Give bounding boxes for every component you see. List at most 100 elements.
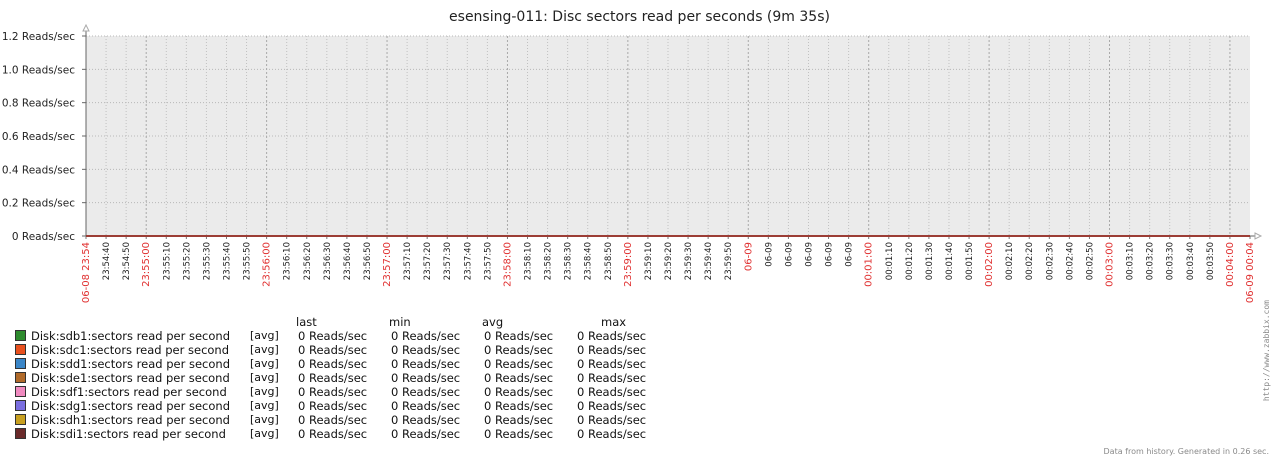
x-tick-label: 00:01:10: [885, 242, 895, 280]
y-tick-label: 0.4 Reads/sec: [2, 164, 75, 176]
y-tick-label: 0 Reads/sec: [12, 231, 75, 243]
x-tick-label: 00:01:20: [905, 242, 915, 280]
legend-last: 0 Reads/sec: [298, 371, 368, 385]
y-tick-label: 1.2 Reads/sec: [2, 31, 75, 43]
legend-series-name: Disk:sdf1:sectors read per second: [31, 385, 227, 399]
legend-max: 0 Reads/sec: [577, 371, 647, 385]
x-tick-label: 23:54:40: [102, 242, 112, 280]
x-tick-label: 00:01:30: [925, 242, 935, 280]
x-tick-label: 00:03:40: [1186, 242, 1196, 280]
x-tick-label: 23:55:10: [162, 242, 172, 280]
x-tick-label: 06-09: [743, 242, 754, 271]
legend-function: [avg]: [250, 357, 279, 370]
legend-series-name: Disk:sdi1:sectors read per second: [31, 427, 226, 441]
legend-function: [avg]: [250, 413, 279, 426]
x-tick-label: 00:01:40: [945, 242, 955, 280]
legend-swatch: [15, 344, 26, 355]
x-tick-label: 00:03:00: [1105, 242, 1116, 287]
x-tick-label: 23:59:20: [664, 242, 674, 280]
x-tick-label: 06-09 00:04: [1245, 242, 1256, 303]
legend-min: 0 Reads/sec: [391, 385, 461, 399]
x-tick-label: 23:59:30: [684, 242, 694, 280]
x-tick-label: 00:02:00: [984, 242, 995, 287]
x-tick-label: 23:56:30: [323, 242, 333, 280]
legend-max: 0 Reads/sec: [577, 357, 647, 371]
x-tick-label: 23:57:20: [423, 242, 433, 280]
legend-last: 0 Reads/sec: [298, 329, 368, 343]
legend-swatch: [15, 386, 26, 397]
legend-series-name: Disk:sdd1:sectors read per second: [31, 357, 230, 371]
zabbix-credit: http://www.zabbix.com: [1262, 300, 1271, 402]
legend-max: 0 Reads/sec: [577, 385, 647, 399]
x-tick-label: 23:56:10: [283, 242, 293, 280]
legend-min: 0 Reads/sec: [391, 357, 461, 371]
x-tick-label: 23:58:50: [604, 242, 614, 280]
legend-function: [avg]: [250, 427, 279, 440]
legend-series-name: Disk:sdc1:sectors read per second: [31, 343, 230, 357]
x-tick-label: 00:04:00: [1225, 242, 1236, 287]
x-tick-label: 23:57:50: [483, 242, 493, 280]
legend-header-max: max: [601, 315, 627, 329]
x-tick-label: 06-09: [804, 242, 814, 267]
legend-series-name: Disk:sdh1:sectors read per second: [31, 413, 230, 427]
legend-avg: 0 Reads/sec: [484, 357, 554, 371]
legend-last: 0 Reads/sec: [298, 385, 368, 399]
x-tick-label: 23:55:50: [243, 242, 253, 280]
x-tick-label: 23:56:20: [303, 242, 313, 280]
legend-last: 0 Reads/sec: [298, 357, 368, 371]
x-tick-label: 23:58:30: [564, 242, 574, 280]
x-tick-label: 23:57:00: [382, 242, 393, 287]
legend-last: 0 Reads/sec: [298, 413, 368, 427]
legend-max: 0 Reads/sec: [577, 413, 647, 427]
legend-min: 0 Reads/sec: [391, 413, 461, 427]
legend-function: [avg]: [250, 329, 279, 342]
legend-swatch: [15, 428, 26, 439]
x-tick-label: 06-09: [764, 242, 774, 267]
legend-avg: 0 Reads/sec: [484, 385, 554, 399]
y-tick-label: 0.6 Reads/sec: [2, 131, 75, 143]
x-tick-label: 06-09: [825, 242, 835, 267]
legend-series-name: Disk:sdg1:sectors read per second: [31, 399, 230, 413]
x-tick-label: 23:58:00: [502, 242, 513, 287]
legend-header-avg: avg: [482, 315, 504, 329]
legend-last: 0 Reads/sec: [298, 427, 368, 441]
x-tick-label: 23:55:40: [222, 242, 232, 280]
x-tick-label: 06-09: [784, 242, 794, 267]
y-tick-label: 0.2 Reads/sec: [2, 198, 75, 210]
legend-function: [avg]: [250, 399, 279, 412]
x-tick-label: 23:55:00: [141, 242, 152, 287]
x-tick-label: 23:56:40: [343, 242, 353, 280]
legend-function: [avg]: [250, 385, 279, 398]
legend-min: 0 Reads/sec: [391, 343, 461, 357]
x-tick-label: 00:02:50: [1085, 242, 1095, 280]
x-tick-label: 23:58:20: [544, 242, 554, 280]
legend-swatch: [15, 358, 26, 369]
x-axis-arrow: [1254, 232, 1263, 240]
legend-min: 0 Reads/sec: [391, 371, 461, 385]
x-tick-label: 23:59:50: [724, 242, 734, 280]
x-tick-label: 00:02:40: [1065, 242, 1075, 280]
y-axis-arrow: [82, 23, 90, 32]
x-tick-label: 06-08 23:54: [81, 242, 92, 303]
legend-function: [avg]: [250, 371, 279, 384]
x-tick-label: 00:03:10: [1126, 242, 1136, 280]
x-tick-label: 23:55:20: [182, 242, 192, 280]
x-tick-label: 23:56:50: [363, 242, 373, 280]
x-tick-label: 23:57:10: [403, 242, 413, 280]
legend-series-name: Disk:sdb1:sectors read per second: [31, 329, 230, 343]
legend-max: 0 Reads/sec: [577, 343, 647, 357]
x-tick-label: 00:02:20: [1025, 242, 1035, 280]
legend-min: 0 Reads/sec: [391, 329, 461, 343]
generation-footer: Data from history. Generated in 0.26 sec…: [1103, 447, 1269, 456]
legend-avg: 0 Reads/sec: [484, 343, 554, 357]
x-tick-label: 23:54:50: [122, 242, 132, 280]
legend-avg: 0 Reads/sec: [484, 371, 554, 385]
legend-max: 0 Reads/sec: [577, 329, 647, 343]
legend-min: 0 Reads/sec: [391, 427, 461, 441]
legend-header-last: last: [296, 315, 317, 329]
x-tick-label: 23:59:00: [623, 242, 634, 287]
y-tick-label: 0.8 Reads/sec: [2, 98, 75, 110]
x-tick-label: 23:58:10: [524, 242, 534, 280]
legend-avg: 0 Reads/sec: [484, 329, 554, 343]
legend-last: 0 Reads/sec: [298, 343, 368, 357]
